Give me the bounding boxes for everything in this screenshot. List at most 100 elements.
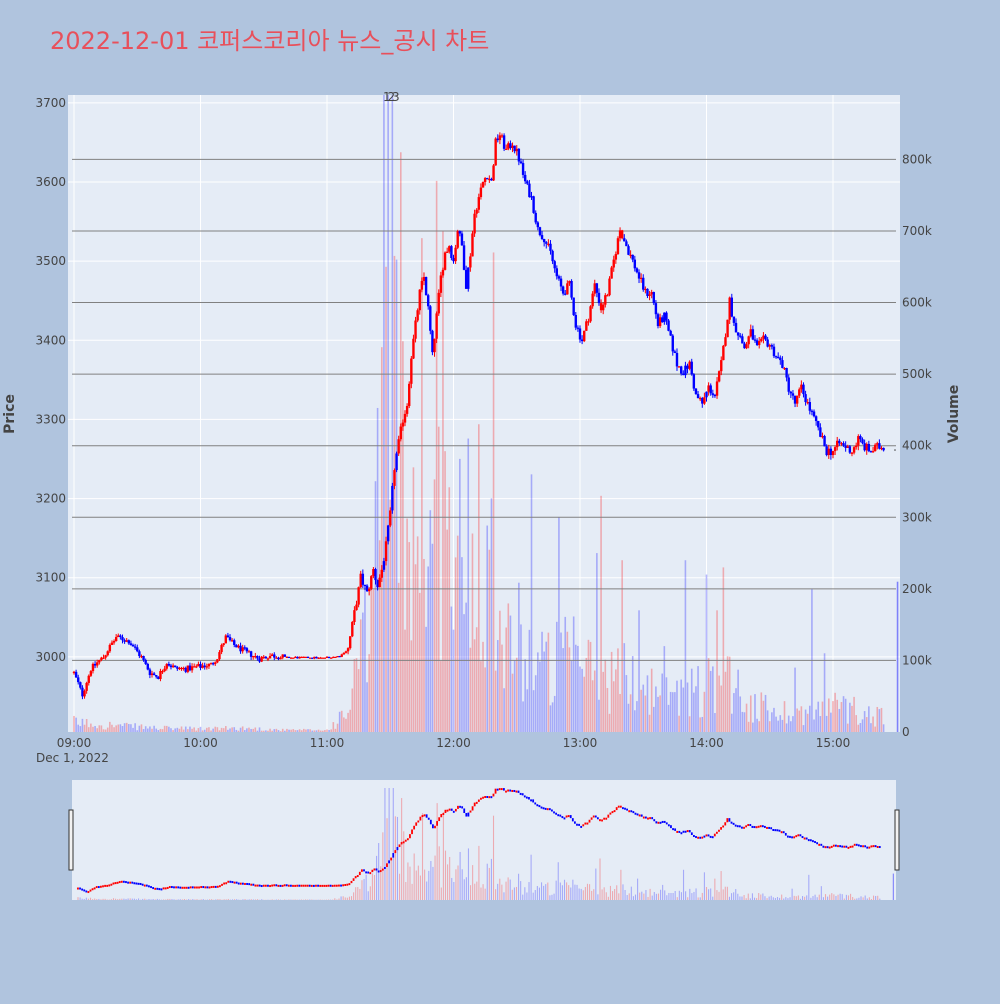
- slider-volume-bar: [827, 897, 828, 900]
- slider-volume-bar: [132, 899, 133, 900]
- slider-candle: [106, 885, 108, 887]
- volume-tick-label: 700k: [902, 224, 932, 238]
- candle-body: [397, 439, 399, 453]
- candle-body: [570, 281, 572, 298]
- slider-candle: [518, 791, 520, 793]
- slider-volume-bar: [858, 898, 859, 900]
- candle-body: [699, 398, 701, 399]
- volume-bar: [756, 719, 758, 732]
- slider-candle: [820, 844, 822, 846]
- slider-candle: [165, 887, 167, 889]
- slider-volume-bar: [683, 870, 684, 900]
- volume-bar: [851, 706, 853, 732]
- volume-bar: [185, 727, 187, 732]
- volume-bar: [132, 728, 134, 732]
- time-tick-label: 09:00: [57, 736, 92, 750]
- range-slider-left-handle[interactable]: [69, 810, 73, 870]
- slider-volume-bar: [810, 898, 811, 900]
- slider-candle: [305, 885, 307, 887]
- slider-candle: [342, 884, 344, 886]
- candle-body: [686, 366, 688, 369]
- slider-volume-bar: [721, 871, 722, 900]
- candle-body: [208, 664, 210, 666]
- volume-bar: [404, 630, 406, 732]
- candle-body: [309, 658, 311, 659]
- slider-candle: [545, 808, 547, 810]
- slider-candle: [722, 825, 724, 827]
- slider-candle: [346, 884, 348, 886]
- volume-bar: [653, 707, 655, 732]
- slider-candle: [651, 817, 653, 819]
- slider-candle: [167, 887, 169, 889]
- slider-candle: [482, 797, 484, 799]
- slider-candle: [265, 885, 267, 887]
- volume-bar: [733, 693, 735, 732]
- candle-body: [608, 279, 610, 296]
- volume-bar: [75, 718, 77, 732]
- volume-bar: [820, 716, 822, 732]
- candle-body: [558, 276, 560, 278]
- volume-bar: [174, 728, 176, 732]
- volume-bar: [227, 730, 229, 732]
- volume-bar: [145, 726, 147, 732]
- slider-candle: [793, 836, 795, 838]
- slider-volume-bar: [178, 899, 179, 900]
- slider-volume-bar: [522, 895, 523, 900]
- volume-bar: [788, 716, 790, 732]
- volume-bar: [417, 536, 419, 732]
- volume-bar: [358, 669, 360, 732]
- candle-body: [151, 673, 153, 675]
- candle-body: [745, 344, 747, 348]
- slider-volume-bar: [856, 898, 857, 900]
- slider-volume-bar: [581, 889, 582, 900]
- candle-body: [790, 392, 792, 394]
- candle-body: [716, 381, 718, 395]
- volume-bar: [512, 674, 514, 732]
- slider-volume-bar: [412, 884, 413, 900]
- volume-bar: [678, 716, 680, 732]
- volume-bar: [143, 729, 145, 732]
- candle-body: [785, 368, 787, 377]
- candle-body: [807, 402, 809, 403]
- candle-body: [562, 286, 564, 293]
- slider-candle: [79, 888, 81, 890]
- candle-body: [286, 657, 288, 658]
- candle-body: [393, 470, 395, 486]
- candle-body: [602, 305, 604, 311]
- slider-volume-bar: [224, 899, 225, 900]
- slider-volume-bar: [251, 899, 252, 900]
- slider-candle: [115, 882, 117, 884]
- candle-body: [872, 451, 874, 452]
- slider-candle: [808, 839, 810, 841]
- candle-body: [513, 146, 515, 152]
- volume-bar: [244, 730, 246, 732]
- slider-volume-bar: [808, 875, 809, 900]
- candle-body: [180, 668, 182, 669]
- volume-bar: [674, 692, 676, 732]
- candle-body: [695, 389, 697, 395]
- volume-bar: [195, 731, 197, 732]
- candle-body: [866, 444, 868, 450]
- slider-candle: [200, 886, 202, 888]
- candle-body: [722, 346, 724, 360]
- slider-volume-bar: [201, 899, 202, 900]
- slider-volume-bar: [543, 886, 544, 900]
- price-tick-label: 3600: [35, 175, 66, 189]
- slider-candle: [541, 807, 543, 809]
- slider-volume-bar: [483, 884, 484, 900]
- slider-volume-bar: [829, 895, 830, 900]
- slider-volume-bar: [696, 888, 697, 900]
- volume-bar: [472, 533, 474, 732]
- slider-candle: [643, 817, 645, 819]
- slider-candle: [670, 825, 672, 828]
- candle-body: [423, 277, 425, 281]
- volume-bar: [763, 701, 765, 732]
- volume-bar: [231, 727, 233, 732]
- slider-candle: [868, 847, 870, 849]
- volume-bar: [352, 688, 354, 732]
- slider-candle: [630, 810, 632, 812]
- slider-candle: [637, 813, 639, 815]
- slider-volume-bar: [503, 892, 504, 900]
- range-slider-right-handle[interactable]: [895, 810, 899, 870]
- slider-volume-bar: [647, 897, 648, 900]
